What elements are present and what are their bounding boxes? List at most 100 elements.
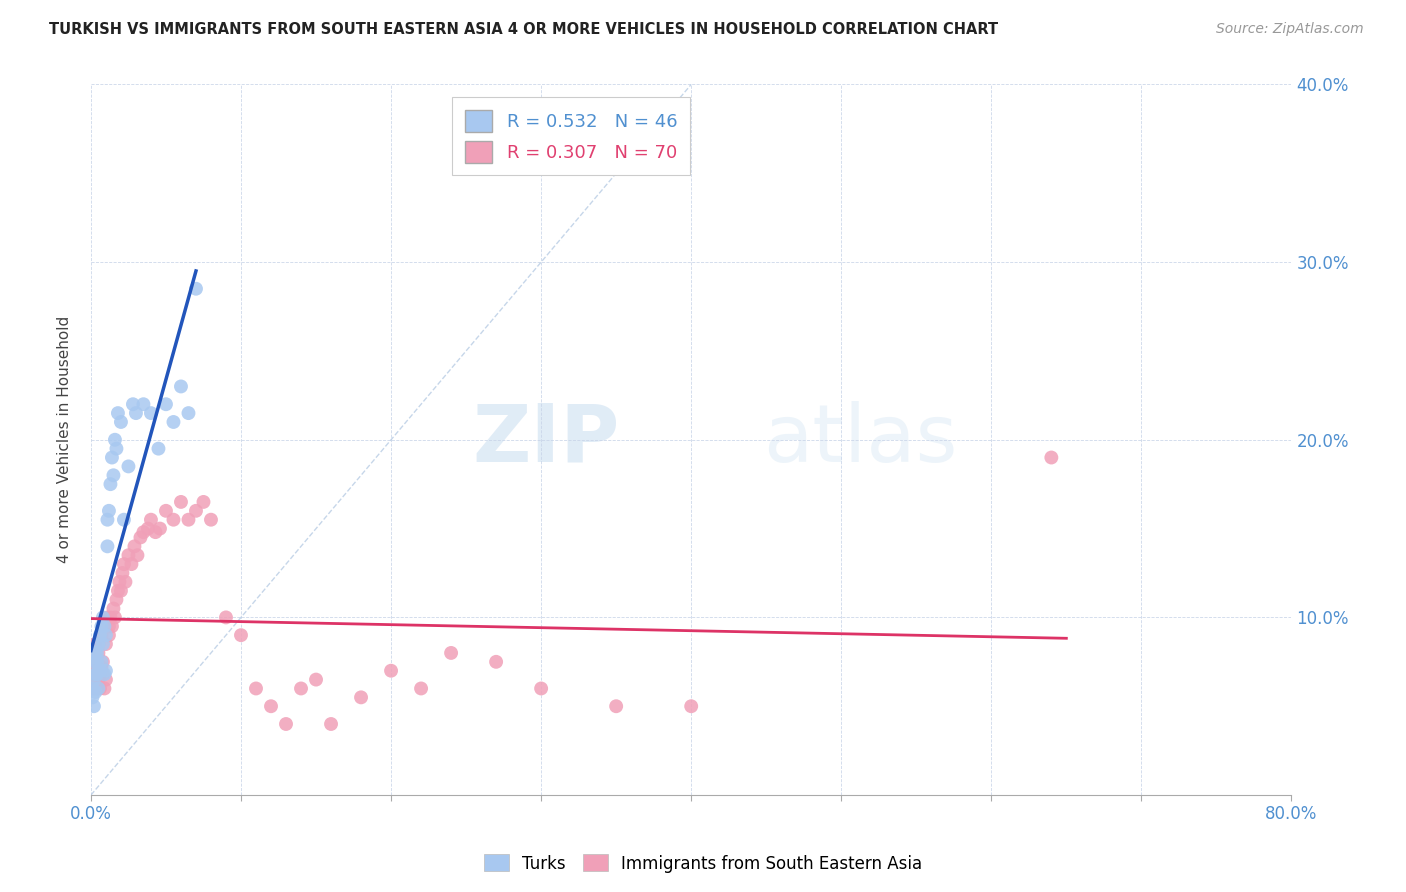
Point [530,681,553,696]
Point [84,685,107,699]
Point [112,557,135,571]
Point [110,583,132,598]
Point [87,681,110,696]
Point [93,619,115,633]
Point [125,406,148,420]
Text: TURKISH VS IMMIGRANTS FROM SOUTH EASTERN ASIA 4 OR MORE VEHICLES IN HOUSEHOLD CO: TURKISH VS IMMIGRANTS FROM SOUTH EASTERN… [49,22,998,37]
Point [127,548,149,562]
Point [409,681,432,696]
Point [105,592,128,607]
Point [86,667,108,681]
Point [93,667,115,681]
Text: atlas: atlas [763,401,957,479]
Point [215,610,238,624]
Point [114,574,136,589]
Point [97,504,120,518]
Legend: Turks, Immigrants from South Eastern Asia: Turks, Immigrants from South Eastern Asi… [477,847,929,880]
Point [104,433,127,447]
Point [155,504,177,518]
Point [229,628,252,642]
Point [155,397,177,411]
Point [193,495,215,509]
Point [82,673,104,687]
Point [170,379,193,393]
Point [89,667,111,681]
Point [90,655,112,669]
Point [83,699,105,714]
Point [112,513,135,527]
Point [96,513,118,527]
Point [162,415,184,429]
Point [117,459,139,474]
Point [93,681,115,696]
Point [89,664,111,678]
Point [94,637,117,651]
Point [94,628,117,642]
Point [170,495,193,509]
Point [87,637,110,651]
Point [319,717,342,731]
Point [84,646,107,660]
Point [117,548,139,562]
Point [84,667,107,681]
Point [110,415,132,429]
Point [84,637,107,651]
Point [97,619,120,633]
Point [177,406,200,420]
Point [136,522,159,536]
Point [86,681,108,696]
Point [681,699,703,714]
Point [84,667,107,681]
Point [145,525,167,540]
Point [86,660,108,674]
Point [96,610,118,624]
Point [103,601,125,615]
Point [83,655,105,669]
Point [97,628,120,642]
Point [350,690,373,705]
Point [101,619,124,633]
Y-axis label: 4 or more Vehicles in Household: 4 or more Vehicles in Household [58,316,72,564]
Point [100,610,122,624]
Point [89,628,111,642]
Point [87,637,110,651]
Point [162,513,184,527]
Point [129,531,152,545]
Point [1040,450,1063,465]
Point [274,717,297,731]
Point [290,681,312,696]
Point [82,690,104,705]
Point [380,664,402,678]
Point [108,574,131,589]
Point [87,673,110,687]
Point [96,539,118,553]
Point [83,664,105,678]
Point [260,699,283,714]
Point [90,660,112,674]
Point [149,522,172,536]
Point [184,504,207,518]
Point [440,646,463,660]
Point [132,397,155,411]
Legend: R = 0.532   N = 46, R = 0.307   N = 70: R = 0.532 N = 46, R = 0.307 N = 70 [453,97,690,176]
Point [105,442,128,456]
Point [86,655,108,669]
Point [485,655,508,669]
Point [107,583,129,598]
Point [94,664,117,678]
Point [83,681,105,696]
Point [120,557,142,571]
Point [93,619,115,633]
Point [103,468,125,483]
Point [86,646,108,660]
Point [91,667,114,681]
Text: Source: ZipAtlas.com: Source: ZipAtlas.com [1216,22,1364,37]
Point [100,477,122,491]
Point [90,628,112,642]
Point [605,699,627,714]
Point [104,610,127,624]
Point [87,646,110,660]
Point [83,673,105,687]
Point [124,539,146,553]
Point [122,397,145,411]
